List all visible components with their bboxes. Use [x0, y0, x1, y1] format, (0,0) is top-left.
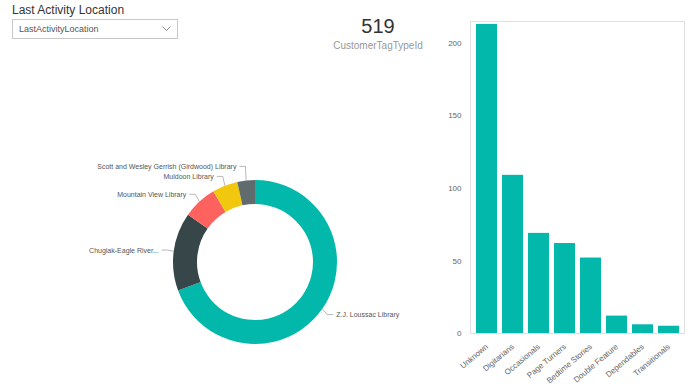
html-text:CustomerTagTypeId: CustomerTagTypeId [333, 40, 423, 51]
svg-text:Digitarians: Digitarians [481, 342, 516, 374]
svg-text:Scott and Wesley Gerrish (Gird: Scott and Wesley Gerrish (Girdwood) Libr… [97, 163, 237, 171]
svg-text:Dependables: Dependables [604, 342, 646, 380]
svg-text:200: 200 [448, 39, 462, 48]
html-text:519: 519 [361, 15, 395, 37]
svg-text:Unknown: Unknown [458, 342, 490, 371]
svg-text:100: 100 [448, 184, 462, 193]
svg-text:Chugiak-Eagle River...: Chugiak-Eagle River... [89, 247, 159, 255]
svg-text:Transitionals: Transitionals [632, 342, 672, 378]
svg-text:Mountain View Library: Mountain View Library [117, 191, 187, 199]
svg-text:Occasionals: Occasionals [502, 342, 542, 378]
svg-text:Muldoon Library: Muldoon Library [164, 173, 215, 181]
html-text:Last Activity Location: Last Activity Location [12, 3, 125, 17]
svg-text:Page Turners: Page Turners [525, 342, 568, 380]
svg-text:Z.J. Loussac Library: Z.J. Loussac Library [336, 311, 400, 319]
svg-text:150: 150 [448, 111, 462, 120]
svg-text:Double Feature: Double Feature [572, 342, 620, 385]
svg-text:0: 0 [457, 329, 462, 338]
html-text:LastActivityLocation: LastActivityLocation [19, 24, 99, 34]
svg-text:Bedtime Stories: Bedtime Stories [545, 342, 594, 385]
svg-text:50: 50 [453, 257, 462, 266]
